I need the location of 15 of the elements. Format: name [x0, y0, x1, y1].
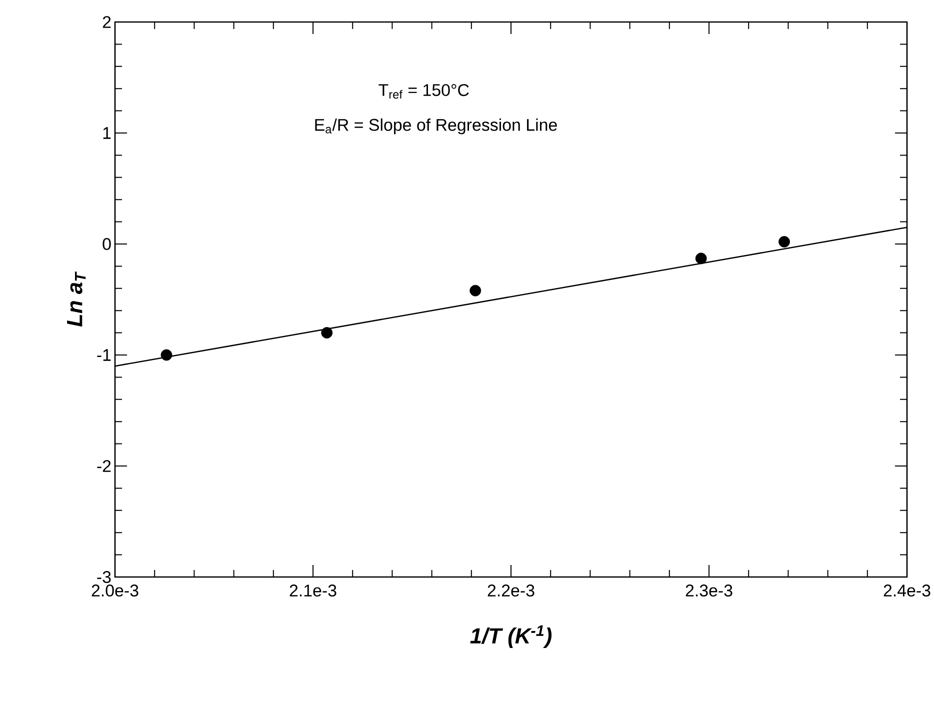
x-tick-label: 2.1e-3 [290, 584, 336, 597]
x-tick-label: 2.3e-3 [686, 584, 732, 597]
y-tick-label: -2 [97, 460, 111, 472]
x-tick-label: 2.2e-3 [488, 584, 534, 597]
y-tick-label: 0 [102, 238, 111, 250]
annotation: E$_{a}$/R = Slope of Regression Line [315, 118, 557, 134]
y-tick-label: -1 [97, 349, 111, 361]
y-tick-label: -3 [97, 571, 111, 583]
x-tick-label: 2.0e-3 [92, 584, 138, 597]
y-axis-title: Ln a$_{T}$ [67, 271, 86, 327]
y-tick-label: 1 [103, 127, 111, 139]
annotation: T$_{ref}$ = 150°C [378, 84, 469, 99]
y-tick-label: 2 [102, 16, 111, 28]
x-tick-label: 2.4e-3 [884, 584, 930, 597]
x-axis-title: 1/T (K$^{-1}$) [470, 625, 552, 648]
